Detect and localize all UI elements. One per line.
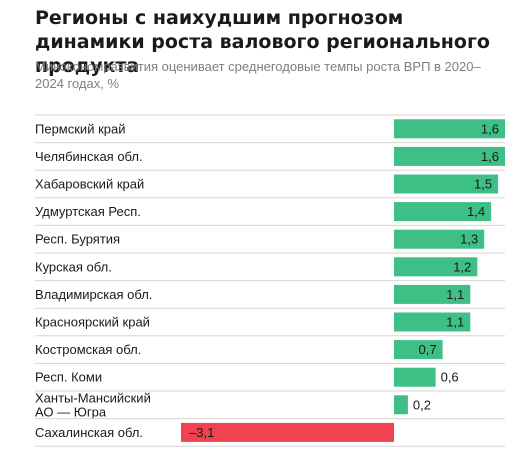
bar <box>394 202 492 222</box>
category-label: Владимирская обл. <box>35 287 152 302</box>
bar <box>394 340 443 360</box>
category-label: Костромская обл. <box>35 342 141 357</box>
value-label: 1,6 <box>481 149 499 164</box>
value-label: 1,1 <box>446 287 464 302</box>
value-label: 1,4 <box>467 204 485 219</box>
category-label: Сахалинская обл. <box>35 425 143 440</box>
value-label: 1,1 <box>446 315 464 330</box>
bar <box>394 174 499 194</box>
bar <box>394 257 478 277</box>
bar <box>394 367 436 387</box>
bar <box>394 284 471 304</box>
value-label: 0,7 <box>419 342 437 357</box>
category-label: Удмуртская Респ. <box>35 204 141 219</box>
value-label: 1,2 <box>453 259 471 274</box>
value-label: 1,3 <box>460 232 478 247</box>
category-label: Пермский край <box>35 121 125 136</box>
category-label: Респ. Бурятия <box>35 232 120 247</box>
category-label: Хабаровский край <box>35 177 144 192</box>
bar <box>181 422 394 442</box>
bar <box>394 146 505 166</box>
bar <box>394 312 471 332</box>
category-label: Ханты-Мансийский <box>35 390 151 405</box>
chart-subtitle: Минэкономразвития оценивает среднегодовы… <box>35 59 481 91</box>
category-label: Курская обл. <box>35 259 112 274</box>
bar <box>394 119 505 139</box>
value-label: –3,1 <box>189 425 214 440</box>
value-label: 0,6 <box>441 370 459 385</box>
category-label: Красноярский край <box>35 315 150 330</box>
value-label: 0,2 <box>413 397 431 412</box>
bar <box>394 395 408 415</box>
category-label: АО — Югра <box>35 404 107 419</box>
value-label: 1,5 <box>474 177 492 192</box>
category-label: Респ. Коми <box>35 370 102 385</box>
value-label: 1,6 <box>481 121 499 136</box>
chart-title: Регионы с наихудшим прогнозом динамики р… <box>35 7 490 77</box>
category-label: Челябинская обл. <box>35 149 143 164</box>
bar <box>394 229 485 249</box>
